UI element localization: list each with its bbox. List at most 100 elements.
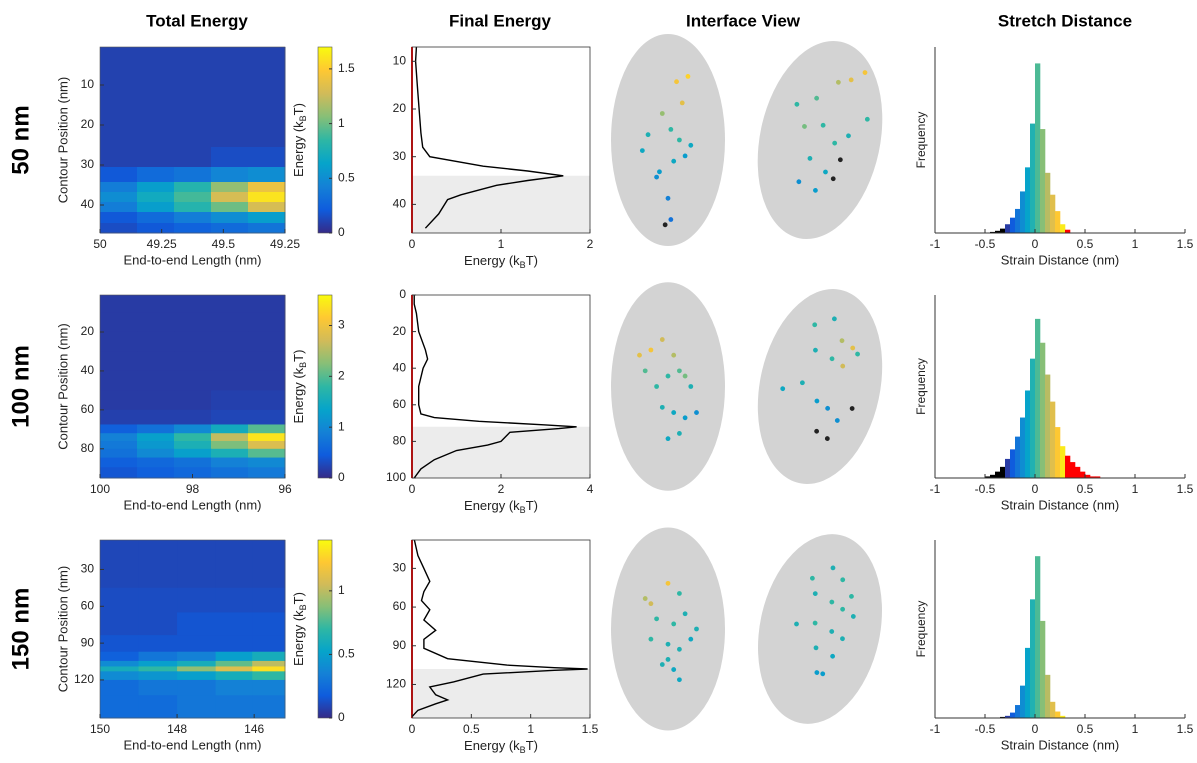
heatmap-cell bbox=[174, 223, 212, 234]
heatmap-cell bbox=[211, 331, 249, 352]
plot-frame bbox=[99, 46, 286, 234]
y-tick-label: 0 bbox=[399, 287, 406, 301]
histogram-bar bbox=[1000, 716, 1006, 718]
x-tick-label: 2 bbox=[498, 482, 505, 496]
interface-point bbox=[677, 368, 682, 374]
histogram-bar bbox=[1050, 701, 1056, 718]
histogram-bar bbox=[1080, 471, 1086, 478]
interface-point bbox=[823, 169, 828, 175]
heatmap-cell bbox=[100, 424, 138, 434]
label-part: Energy (k bbox=[464, 738, 520, 753]
heatmap-cell bbox=[248, 370, 286, 391]
heatmap-cell bbox=[137, 223, 175, 234]
histogram-bar bbox=[1035, 63, 1041, 233]
histogram-bar bbox=[1005, 458, 1011, 478]
label-part: T) bbox=[291, 103, 306, 115]
colorbar-tick-label: 0 bbox=[338, 225, 345, 239]
histogram-bar bbox=[1060, 446, 1066, 478]
x-tick-label: 0.5 bbox=[463, 722, 480, 736]
heatmap-cell bbox=[248, 223, 286, 234]
heatmap-cell bbox=[174, 390, 212, 411]
interface-view bbox=[611, 33, 725, 247]
y-tick-label: 60 bbox=[393, 599, 407, 613]
histogram-bar bbox=[1055, 211, 1061, 233]
interface-point bbox=[834, 418, 840, 423]
heatmap-cell bbox=[252, 695, 286, 719]
x-tick-label: 0.5 bbox=[1077, 482, 1094, 496]
interface-point bbox=[839, 338, 845, 344]
histogram-bar bbox=[1030, 599, 1036, 718]
x-axis-label: End-to-end Length (nm) bbox=[123, 252, 261, 267]
interface-point bbox=[809, 575, 815, 581]
label-part: B bbox=[298, 362, 308, 368]
heatmap-cell bbox=[248, 202, 286, 213]
heatmap-cell bbox=[138, 651, 178, 662]
interface-ellipse bbox=[611, 527, 725, 731]
y-tick-label: 20 bbox=[81, 117, 95, 131]
heatmap-cell bbox=[248, 409, 286, 425]
interface-point bbox=[694, 410, 699, 415]
heatmap-cell bbox=[100, 695, 140, 719]
y-tick-label: 30 bbox=[81, 157, 95, 171]
y-tick-label: 40 bbox=[393, 197, 407, 211]
heatmap-cell bbox=[138, 563, 178, 589]
x-axis-label: End-to-end Length (nm) bbox=[123, 497, 261, 512]
heatmap-cell bbox=[137, 448, 175, 459]
interface-view bbox=[757, 289, 883, 484]
heatmap-cell bbox=[137, 424, 175, 434]
interface-point bbox=[648, 636, 654, 642]
y-tick-label: 90 bbox=[81, 635, 95, 649]
heatmap-cell bbox=[211, 192, 249, 203]
x-tick-label: 100 bbox=[90, 482, 110, 496]
interface-point bbox=[796, 179, 802, 185]
interface-point bbox=[657, 169, 662, 175]
heatmap-cell bbox=[252, 563, 286, 589]
heatmap-cell bbox=[177, 651, 217, 662]
interface-point bbox=[671, 621, 677, 627]
histogram-bar bbox=[1055, 427, 1061, 478]
heatmap-cell bbox=[100, 666, 140, 672]
heatmap-cell bbox=[138, 666, 178, 672]
heatmap-cell bbox=[174, 127, 212, 148]
heatmap-cell bbox=[248, 351, 286, 372]
colorbar-label: Energy (kBT) bbox=[291, 103, 308, 177]
interface-point bbox=[677, 137, 682, 143]
heatmap-cell bbox=[137, 87, 175, 108]
interface-point bbox=[780, 386, 786, 392]
interface-view bbox=[757, 40, 883, 240]
heatmap-cell bbox=[137, 107, 175, 128]
x-axis-label: Energy (kBT) bbox=[464, 253, 538, 270]
interface-point bbox=[840, 636, 845, 642]
heatmap-cell bbox=[100, 635, 140, 653]
histogram-bar bbox=[1000, 466, 1006, 478]
heatmap-cell bbox=[100, 223, 138, 234]
heatmap-cell bbox=[138, 587, 178, 613]
heatmap-cell bbox=[215, 587, 253, 613]
label-part: B bbox=[520, 745, 526, 755]
interface-view bbox=[758, 534, 882, 724]
heatmap-cell bbox=[177, 563, 217, 589]
interface-point bbox=[654, 174, 659, 180]
label-part: Energy (k bbox=[291, 121, 306, 177]
interface-point bbox=[820, 671, 826, 677]
x-tick-label: 4 bbox=[587, 482, 594, 496]
histogram-bar bbox=[1010, 449, 1016, 478]
heatmap-cell bbox=[138, 695, 178, 719]
heatmap-cell bbox=[211, 424, 249, 434]
heatmap-cell bbox=[177, 587, 217, 613]
heatmap-cell bbox=[211, 223, 249, 234]
heatmap-cell bbox=[137, 390, 175, 411]
heatmap-cell bbox=[100, 127, 138, 148]
interface-point bbox=[814, 670, 820, 675]
heatmap-cell bbox=[100, 679, 140, 696]
heatmap-cell bbox=[174, 167, 212, 183]
x-axis-label: Energy (kBT) bbox=[464, 498, 538, 515]
heatmap-cell bbox=[248, 167, 286, 183]
x-tick-label: 150 bbox=[90, 722, 110, 736]
heatmap-cell bbox=[211, 433, 249, 442]
heatmap-cell bbox=[211, 167, 249, 183]
heatmap-cell bbox=[174, 448, 212, 459]
interface-point bbox=[862, 70, 868, 75]
heatmap-cell bbox=[252, 612, 286, 636]
